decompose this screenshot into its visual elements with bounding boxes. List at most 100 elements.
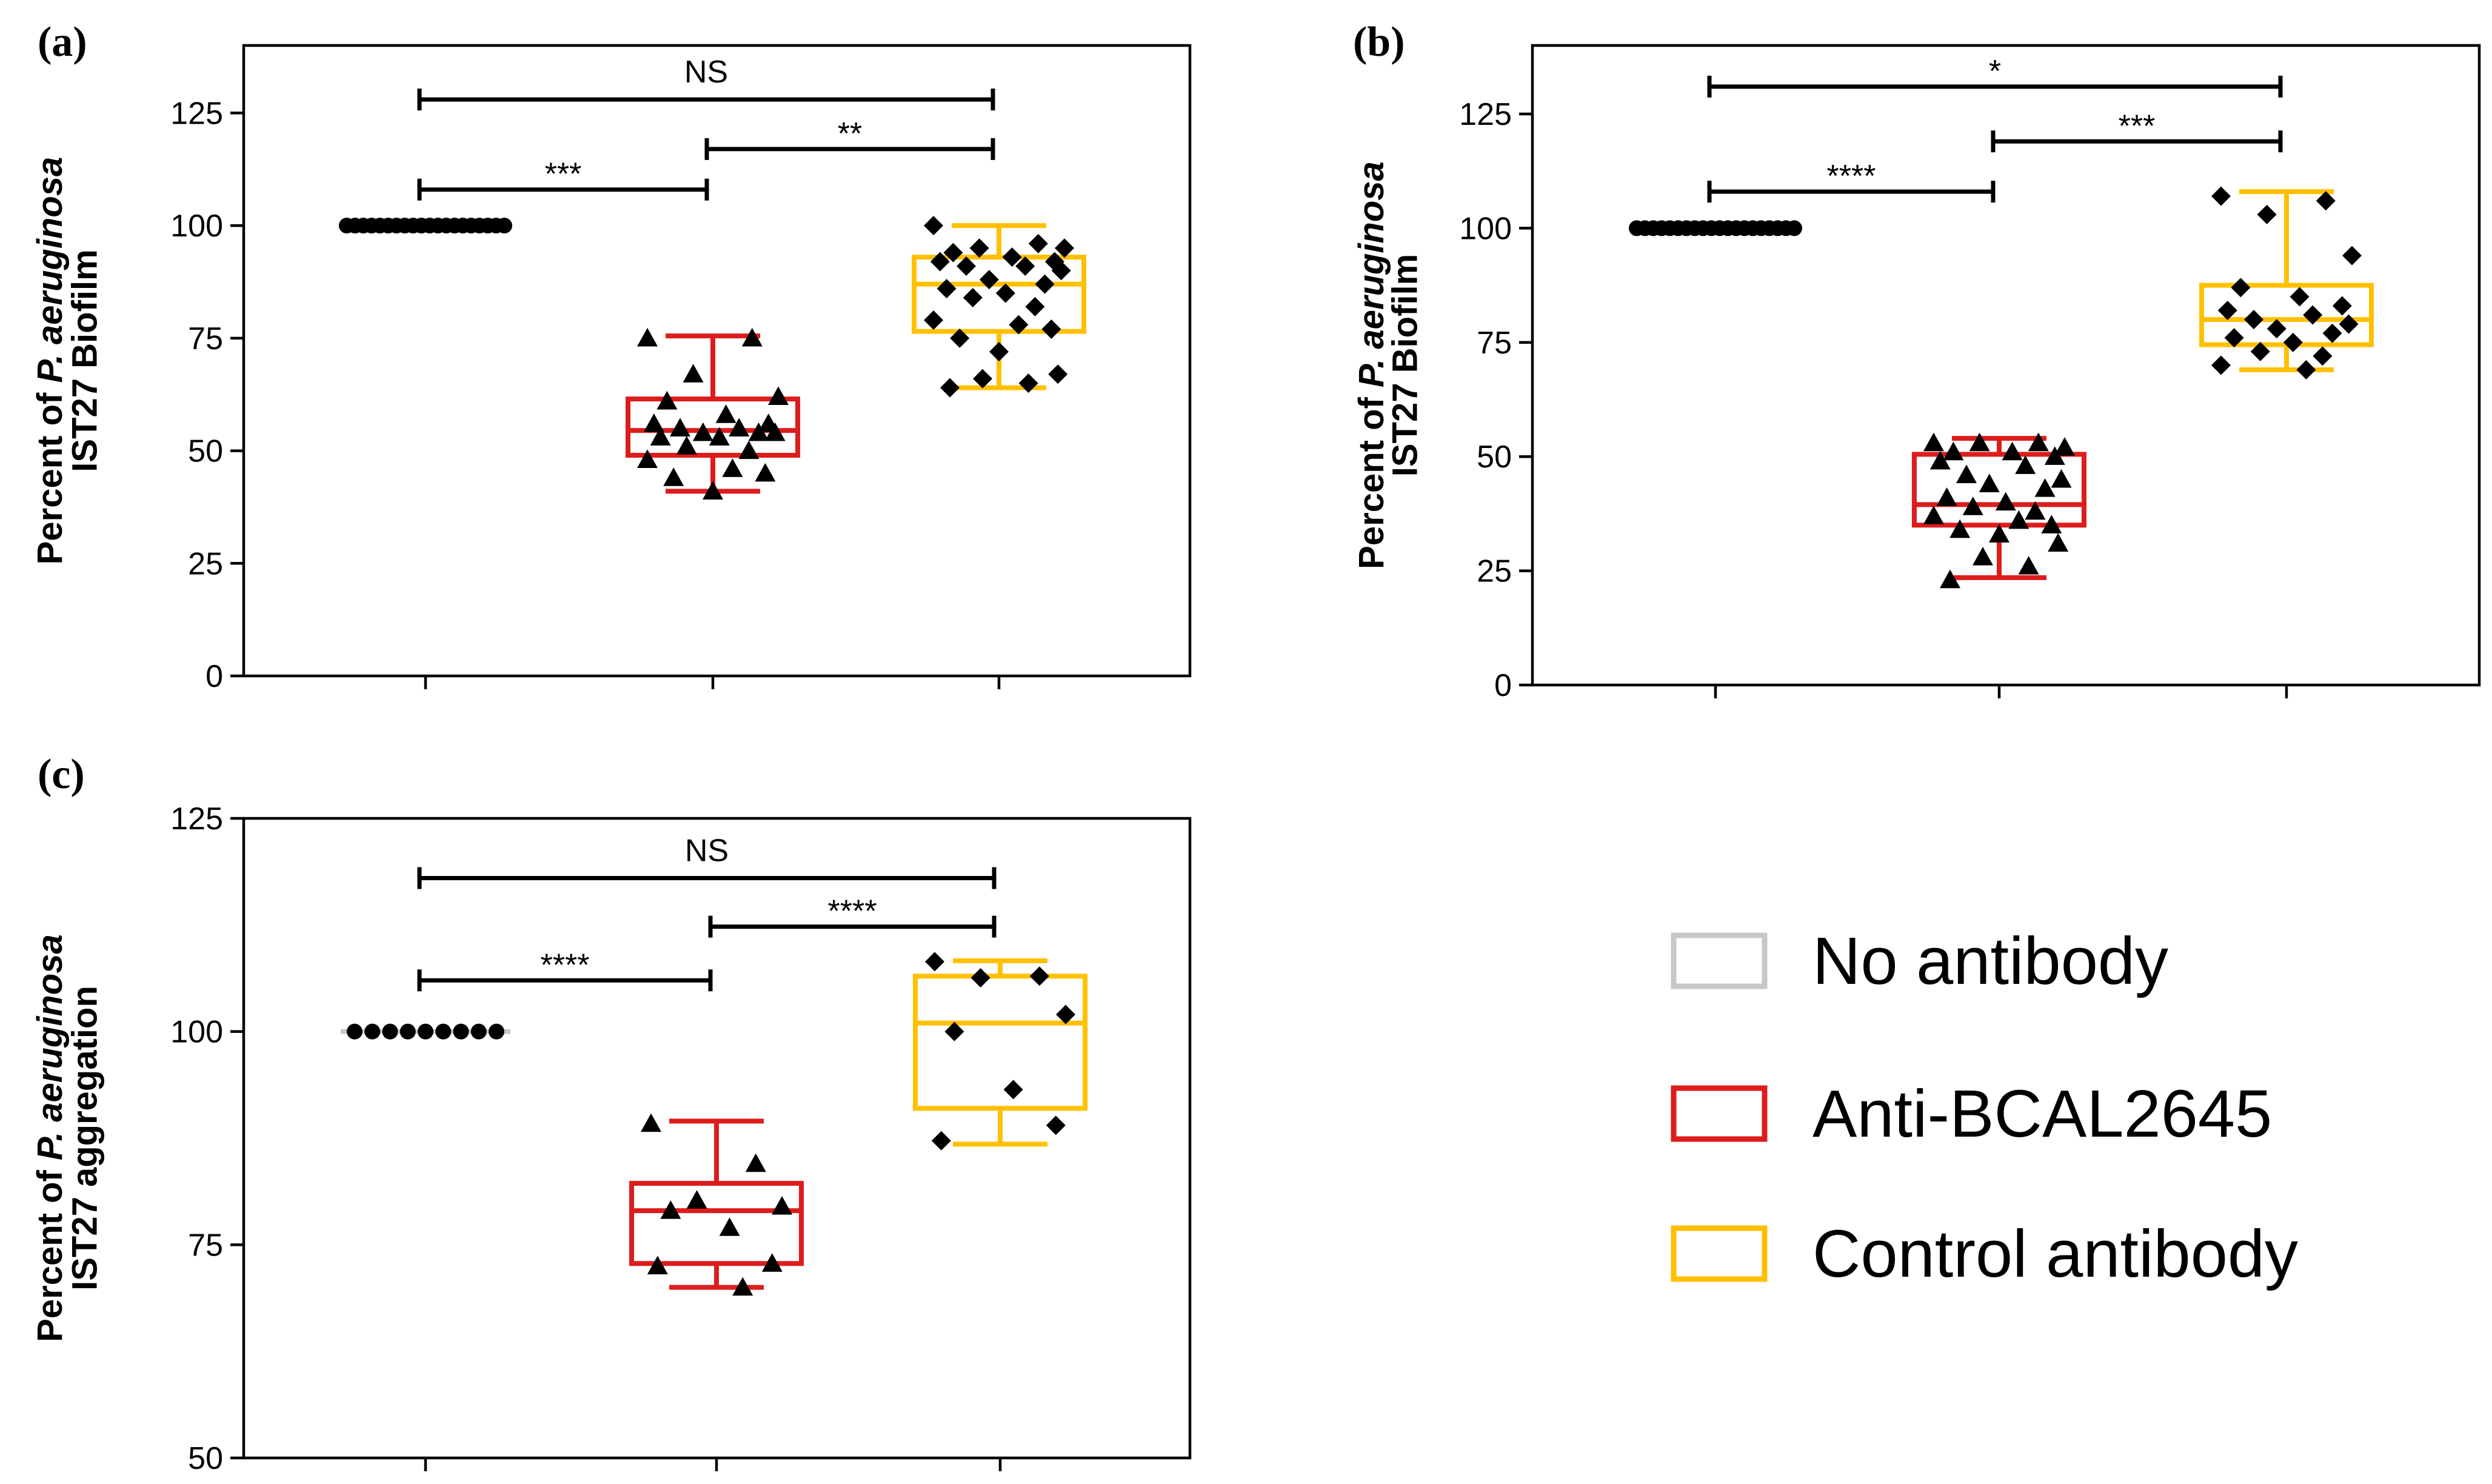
data-point	[738, 440, 760, 460]
significance-bracket: ****	[417, 948, 713, 992]
significance-label: NS	[684, 55, 728, 90]
significance-bracket: NS	[417, 833, 997, 889]
data-point	[1929, 450, 1951, 470]
data-point	[748, 422, 769, 441]
y-axis-title-line2: IST27 Biofilm	[1386, 254, 1425, 476]
data-point	[1035, 274, 1055, 294]
significance-label: ****	[541, 948, 590, 983]
legend-swatch	[1671, 1085, 1768, 1142]
data-point	[930, 252, 950, 272]
significance-label: ***	[545, 157, 582, 192]
data-point	[1923, 506, 1944, 524]
panel-label: (c)	[38, 751, 85, 798]
legend: No antibody Anti-BCAL2645 Control antibody	[1671, 924, 2298, 1291]
data-point	[950, 328, 970, 348]
data-point	[2051, 469, 2072, 488]
y-axis-title-line2: IST27 aggregation	[65, 986, 105, 1291]
data-point	[722, 458, 743, 477]
data-point	[1943, 441, 1964, 461]
data-point	[1995, 492, 2016, 511]
data-point	[382, 1023, 398, 1040]
panel-c-aggregation-chart: 50 75 100 125 Percent of P. aeruginosaIST27 …	[30, 751, 1192, 1476]
data-point	[745, 1153, 766, 1172]
data-point	[418, 1023, 433, 1040]
data-point	[2025, 501, 2046, 520]
y-tick-label: 125	[1459, 97, 1512, 132]
data-point	[2257, 204, 2277, 224]
group-anti-bcal2645	[629, 1113, 804, 1296]
legend-label: No antibody	[1812, 924, 2168, 998]
significance-label: NS	[685, 833, 729, 868]
plot-frame	[242, 44, 1192, 678]
data-point	[924, 310, 943, 330]
group-anti-bcal2645	[626, 327, 800, 500]
significance-label: **	[838, 116, 862, 152]
significance-bracket: **	[704, 116, 995, 160]
data-point	[399, 1023, 416, 1040]
box-iqr	[626, 396, 800, 458]
y-tick-label: 50	[188, 434, 223, 469]
data-point	[2313, 346, 2333, 366]
significance-bracket: *	[1707, 54, 2283, 98]
data-point	[637, 449, 658, 469]
data-point	[755, 463, 776, 482]
group-no-antibody	[341, 1023, 510, 1040]
significance-label: ****	[828, 894, 877, 929]
y-tick-label: 75	[1477, 326, 1512, 361]
data-point	[2296, 360, 2316, 380]
data-point	[703, 481, 723, 500]
legend-swatch	[1671, 1225, 1768, 1282]
group-control-antibody	[913, 952, 1087, 1151]
y-tick-label: 100	[1459, 211, 1512, 246]
legend-label: Control antibody	[1812, 1217, 2298, 1291]
data-point	[2339, 314, 2359, 334]
data-point	[489, 1023, 504, 1040]
data-point	[663, 467, 684, 486]
data-point	[963, 288, 983, 307]
box-iqr	[912, 255, 1086, 334]
data-point	[2002, 441, 2023, 461]
data-point	[686, 1190, 707, 1209]
group-no-antibody	[339, 218, 512, 234]
significance-bracket: ***	[417, 157, 709, 201]
data-point	[969, 238, 989, 258]
data-point	[453, 1023, 469, 1040]
data-point	[764, 422, 786, 441]
data-point	[2048, 533, 2069, 552]
data-point	[1029, 966, 1049, 986]
data-point	[2342, 246, 2362, 266]
y-tick-label: 25	[188, 546, 223, 581]
data-point	[2303, 305, 2323, 325]
data-point	[2250, 341, 2270, 361]
data-point	[2015, 455, 2036, 474]
group-anti-bcal2645	[1912, 432, 2086, 589]
data-point	[1046, 1115, 1066, 1135]
y-tick-label: 0	[1494, 668, 1512, 703]
data-point	[1009, 315, 1029, 335]
data-point	[364, 1023, 381, 1040]
y-tick-label: 125	[170, 801, 223, 837]
box-iqr	[913, 974, 1087, 1111]
data-point	[2283, 332, 2303, 352]
data-point	[741, 327, 763, 347]
legend-item-no-antibody: No antibody	[1671, 924, 2168, 998]
data-point	[347, 1023, 362, 1040]
significance-bracket: ****	[1707, 159, 1996, 203]
data-point	[1786, 220, 1802, 236]
y-axis-title-line1: Percent of P. aeruginosa	[30, 934, 70, 1342]
data-point	[957, 256, 976, 276]
data-point	[1949, 519, 1971, 538]
group-control-antibody	[912, 216, 1086, 398]
legend-swatch	[1671, 932, 1768, 989]
data-point	[643, 413, 664, 432]
panel-label: (b)	[1353, 19, 1405, 65]
data-point	[2034, 478, 2056, 497]
data-point	[2054, 437, 2075, 456]
y-tick-label: 75	[188, 1228, 223, 1263]
group-control-antibody	[2199, 186, 2374, 380]
data-point	[2224, 328, 2244, 348]
data-point	[1056, 1004, 1075, 1024]
data-point	[995, 283, 1015, 303]
data-point	[973, 369, 992, 389]
